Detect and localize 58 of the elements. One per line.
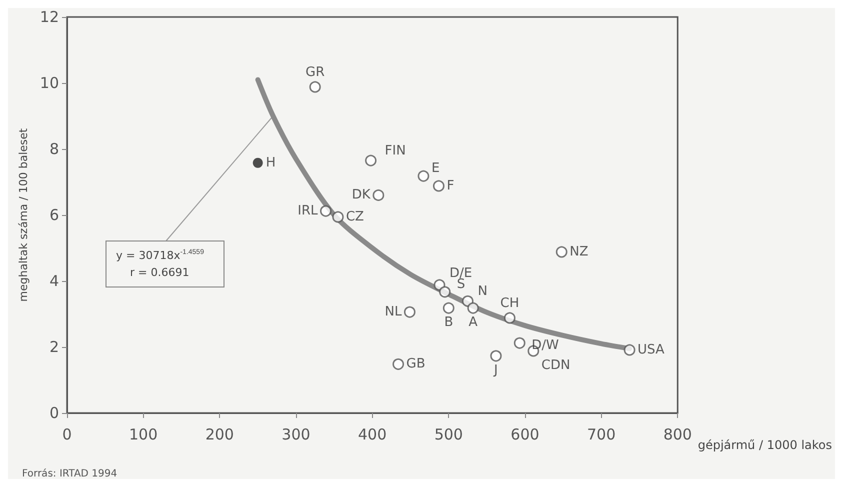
text: Forrás: IRTAD 1994 (22, 468, 118, 480)
point (504, 312, 516, 324)
annotation: E (431, 161, 440, 176)
annotation: B (444, 315, 454, 330)
point (442, 302, 454, 314)
annotation: N (478, 284, 488, 300)
annotation: GB (406, 356, 426, 372)
point (432, 180, 444, 192)
annotation: A (468, 315, 478, 330)
point (392, 358, 404, 370)
annotation: GR (306, 64, 325, 80)
y-axis-title: meghaltak száma / 100 baleset (17, 128, 30, 302)
annotation: CDN (541, 358, 570, 373)
point (320, 205, 332, 217)
x-tick-label: 200 (205, 426, 234, 444)
y-tick-label: 2 (49, 338, 59, 356)
point (467, 302, 479, 314)
y-tick-label: 10 (40, 74, 59, 92)
point (404, 306, 416, 318)
y-tick-label: 8 (49, 140, 59, 158)
annotation: D/W (532, 338, 560, 354)
x-tick-label: 0 (62, 426, 72, 444)
point (514, 337, 526, 349)
annotation: J (493, 362, 498, 378)
point (556, 246, 568, 258)
annotation: NL (384, 304, 402, 320)
annotation: NZ (570, 244, 588, 260)
x-tick-label: 700 (586, 426, 616, 444)
x-tick-label: 800 (663, 426, 692, 444)
annotation: S (456, 276, 466, 292)
y-tick-label: 12 (40, 8, 59, 26)
x-tick-label: 500 (434, 426, 463, 444)
point (365, 154, 377, 166)
x-tick-label: 100 (129, 426, 158, 444)
y-tick-label: 6 (49, 206, 59, 224)
annotation: CZ (346, 209, 364, 224)
point (439, 286, 451, 298)
y-tick-label: 0 (49, 404, 59, 422)
annotation: USA (638, 342, 665, 358)
point (309, 81, 321, 93)
point (490, 350, 502, 362)
annotation: r = 0.6691 (130, 266, 190, 279)
y-tick-label: 4 (49, 272, 59, 290)
annotation: H (266, 155, 276, 170)
point (252, 158, 263, 168)
x-tick-label: 600 (510, 426, 540, 444)
point (624, 344, 636, 356)
annotation: CH (500, 296, 520, 311)
x-axis-title: gépjármű / 1000 lakos (698, 438, 832, 452)
annotation: F (446, 178, 454, 194)
point (332, 211, 344, 223)
annotation: FIN (384, 144, 406, 159)
x-tick-label: 300 (282, 426, 310, 444)
x-tick-label: 400 (358, 426, 387, 444)
annotation: DK (352, 188, 371, 203)
point (372, 189, 384, 201)
annotation: IRL (298, 204, 319, 219)
point (418, 170, 430, 182)
